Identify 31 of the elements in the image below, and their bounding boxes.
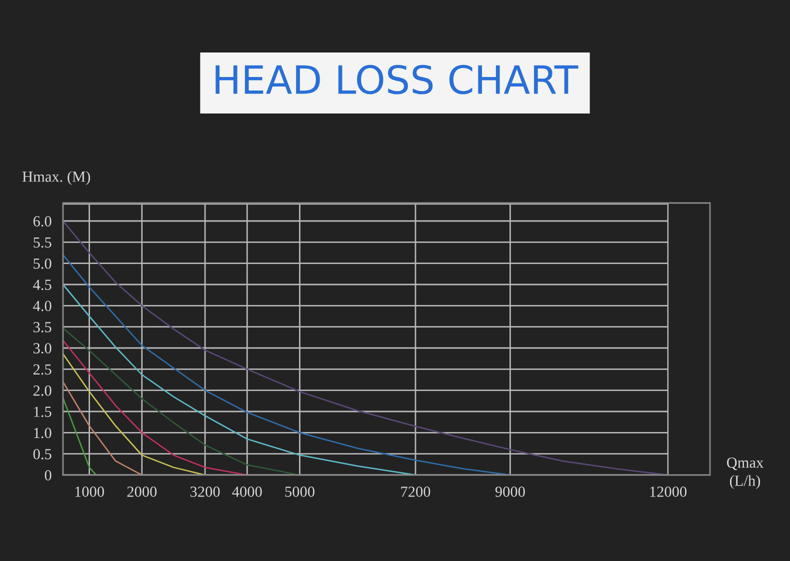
y-axis-title: Hmax. (M) bbox=[22, 171, 90, 185]
x-tick-label: 1000 bbox=[75, 486, 104, 497]
x-tick-label: 5000 bbox=[285, 486, 314, 497]
y-tick-label: 5.0 bbox=[34, 258, 52, 269]
y-tick-label: 6.0 bbox=[33, 216, 52, 227]
x-tick-label: 3200 bbox=[190, 486, 220, 497]
y-tick-label: 2.0 bbox=[33, 385, 52, 396]
line-series bbox=[63, 353, 206, 475]
y-tick-label: 3.0 bbox=[34, 343, 52, 354]
y-tick-label: 4.5 bbox=[33, 280, 52, 290]
y-tick-label: 1.0 bbox=[34, 428, 52, 438]
line-series bbox=[63, 381, 143, 475]
y-tick-label: 3.5 bbox=[34, 322, 52, 332]
line-series bbox=[63, 340, 248, 475]
x-tick-label: 7200 bbox=[401, 486, 430, 497]
y-tick-label: 1.5 bbox=[34, 406, 52, 418]
y-tick-label: 0.5 bbox=[33, 448, 52, 460]
line-series bbox=[63, 254, 511, 475]
x-tick-label: 4000 bbox=[232, 486, 262, 497]
x-tick-label: 12000 bbox=[650, 486, 687, 497]
chart-title: HEAD LOSS CHART bbox=[216, 64, 578, 94]
y-tick-label: 0 bbox=[44, 470, 52, 480]
line-series bbox=[63, 327, 300, 475]
y-tick-label: 4.0 bbox=[33, 300, 52, 312]
y-tick-label: 2.5 bbox=[33, 364, 52, 375]
y-tick-label: 5.5 bbox=[34, 237, 52, 248]
line-series bbox=[63, 284, 416, 475]
x-axis-title: Qmax (L/h) bbox=[726, 458, 764, 489]
line-series bbox=[63, 397, 97, 475]
x-tick-label: 9000 bbox=[495, 486, 525, 497]
x-tick-label: 2000 bbox=[127, 486, 157, 497]
